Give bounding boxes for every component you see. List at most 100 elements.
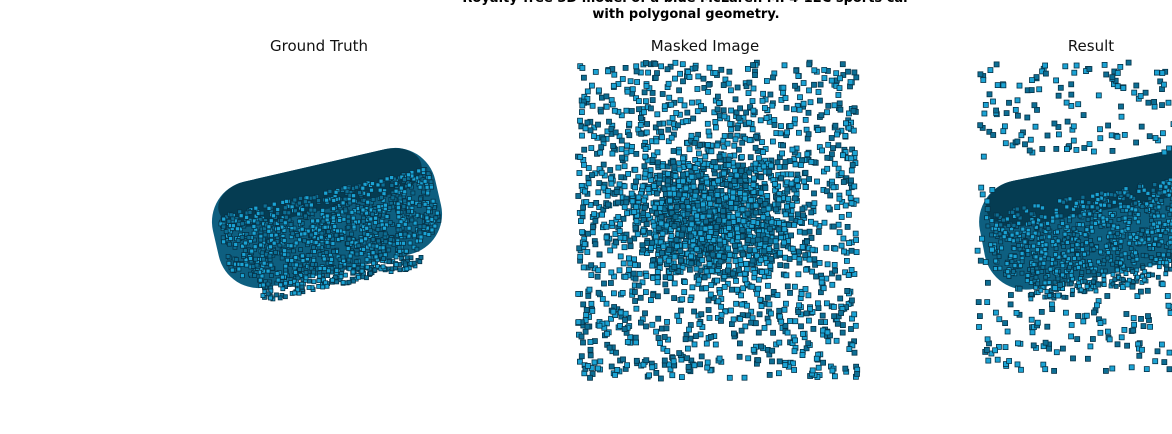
voxel xyxy=(820,285,827,292)
voxel xyxy=(588,272,595,279)
voxel xyxy=(1162,189,1168,195)
voxel xyxy=(851,69,858,76)
voxel xyxy=(676,182,683,189)
voxel xyxy=(1090,193,1096,199)
voxel xyxy=(799,352,806,359)
voxel xyxy=(710,237,717,244)
voxel xyxy=(292,197,298,203)
voxel xyxy=(742,323,749,330)
voxel xyxy=(1105,250,1111,256)
voxel xyxy=(700,160,707,167)
voxel xyxy=(751,270,758,276)
voxel xyxy=(824,165,831,172)
voxel xyxy=(358,251,364,257)
voxel xyxy=(250,264,256,269)
voxel xyxy=(843,120,849,127)
voxel xyxy=(689,284,696,291)
voxel xyxy=(404,255,410,261)
voxel xyxy=(1157,233,1163,239)
voxel xyxy=(699,236,705,243)
voxel xyxy=(770,74,776,81)
voxel xyxy=(993,258,999,264)
voxel xyxy=(662,281,669,288)
voxel xyxy=(268,218,274,224)
voxel xyxy=(623,199,630,206)
voxel xyxy=(709,251,716,258)
voxel xyxy=(651,183,657,189)
voxel xyxy=(728,307,734,314)
voxel xyxy=(643,60,649,66)
voxel xyxy=(421,223,427,229)
voxel xyxy=(805,109,812,116)
voxel xyxy=(789,202,796,209)
voxel xyxy=(708,282,715,288)
voxel xyxy=(717,258,724,265)
voxel xyxy=(576,245,583,252)
voxel xyxy=(1038,256,1044,262)
voxel xyxy=(654,70,660,76)
voxel xyxy=(742,276,749,283)
voxel xyxy=(791,195,798,202)
voxel xyxy=(718,66,725,73)
voxel xyxy=(633,178,639,185)
voxel xyxy=(1050,239,1056,244)
voxel xyxy=(753,133,759,140)
voxel xyxy=(637,294,644,301)
voxel xyxy=(791,367,797,373)
voxel xyxy=(286,217,292,223)
voxel xyxy=(1050,218,1056,224)
voxel xyxy=(1088,237,1093,243)
voxel xyxy=(714,142,721,149)
voxel xyxy=(628,190,635,197)
voxel xyxy=(711,294,717,301)
voxel xyxy=(1168,266,1172,272)
voxel xyxy=(243,257,249,263)
voxel xyxy=(781,226,788,233)
voxel xyxy=(364,275,369,281)
voxel xyxy=(393,254,399,260)
voxel xyxy=(788,215,795,222)
voxel xyxy=(434,210,440,216)
voxel xyxy=(316,283,322,289)
voxel xyxy=(370,211,375,217)
voxel xyxy=(1140,227,1145,233)
voxel xyxy=(1079,199,1085,205)
voxel xyxy=(819,312,826,319)
voxel xyxy=(620,356,626,363)
voxel xyxy=(846,240,852,246)
voxel xyxy=(578,353,585,360)
voxel xyxy=(329,257,334,262)
voxel xyxy=(679,296,686,303)
voxel xyxy=(758,189,765,196)
voxel xyxy=(815,229,822,235)
voxel xyxy=(665,170,671,177)
voxel xyxy=(829,151,835,158)
voxel xyxy=(691,139,698,146)
voxel xyxy=(1161,252,1166,258)
voxel xyxy=(393,188,399,194)
voxel xyxy=(735,114,742,121)
voxel xyxy=(730,270,736,277)
voxel xyxy=(994,212,1000,218)
voxel xyxy=(653,233,659,240)
voxel xyxy=(338,263,344,269)
voxel xyxy=(296,200,302,206)
voxel xyxy=(611,107,618,114)
voxel xyxy=(618,137,625,144)
voxel xyxy=(616,181,623,188)
voxel xyxy=(776,219,782,226)
voxel xyxy=(749,126,756,133)
voxel xyxy=(720,82,727,88)
voxel xyxy=(402,262,408,268)
voxel xyxy=(735,234,741,241)
voxel xyxy=(587,339,594,345)
voxel xyxy=(283,214,289,220)
voxel xyxy=(269,237,274,243)
voxel xyxy=(791,186,798,193)
voxel xyxy=(648,297,654,304)
voxel xyxy=(773,206,779,213)
voxel xyxy=(629,198,636,205)
voxel xyxy=(777,313,783,320)
voxel xyxy=(680,178,686,185)
voxel xyxy=(677,97,684,104)
